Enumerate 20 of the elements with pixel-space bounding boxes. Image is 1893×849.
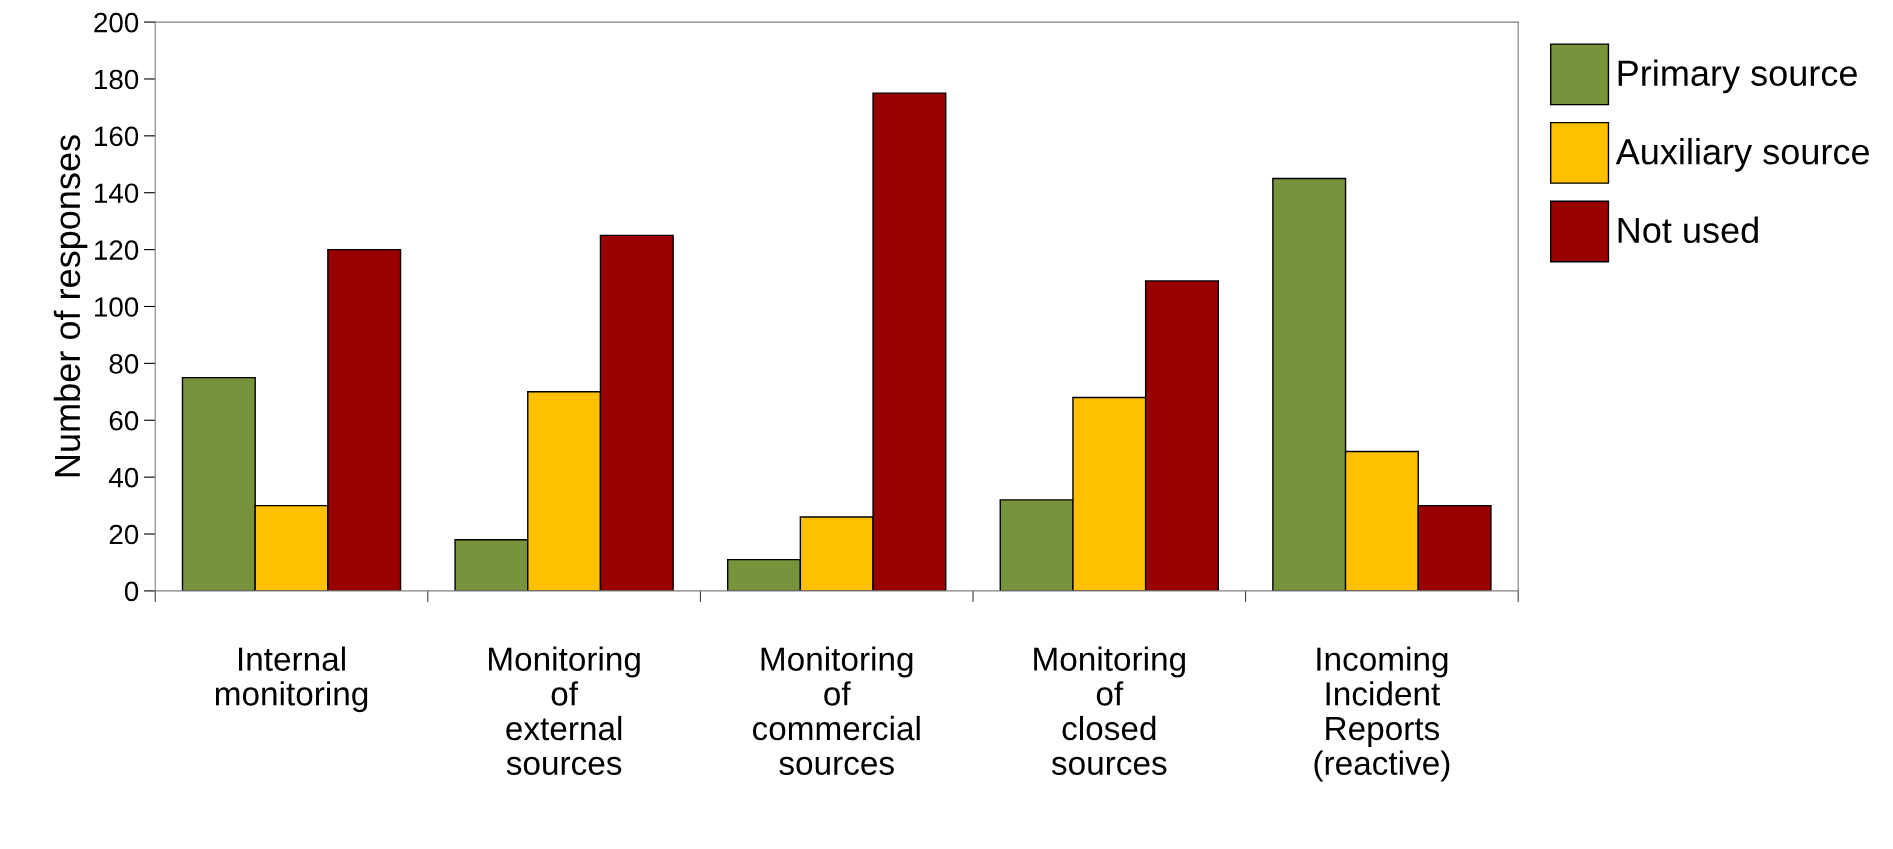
y-tick-label: 180 [95, 69, 139, 90]
x-tick-label: Monitoring of commercial sources [752, 646, 920, 776]
y-tick-label: 120 [95, 240, 139, 260]
legend-label: Auxiliary source [1615, 138, 1869, 172]
y-tick-label: 140 [95, 183, 139, 204]
y-tick-label: 60 [109, 410, 139, 431]
x-tick-label: Monitoring of closed sources [1034, 646, 1185, 776]
x-tick-label: Internal monitoring [215, 646, 368, 713]
x-tick-label: Incoming Incident Reports (reactive) [1314, 646, 1450, 782]
y-tick-label: 80 [109, 354, 139, 374]
legend-label: Primary source [1618, 59, 1857, 94]
x-tick-label: Monitoring of external sources [489, 646, 640, 776]
y-axis-title: Number of responses [53, 135, 88, 477]
y-tick-label: 100 [95, 297, 139, 317]
y-tick-label: 0 [124, 581, 139, 602]
y-tick-label: 20 [109, 524, 139, 545]
y-tick-label: 200 [94, 12, 139, 33]
legend-label: Not used [1618, 216, 1758, 244]
y-tick-label: 160 [95, 126, 139, 147]
y-tick-label: 40 [109, 467, 139, 488]
